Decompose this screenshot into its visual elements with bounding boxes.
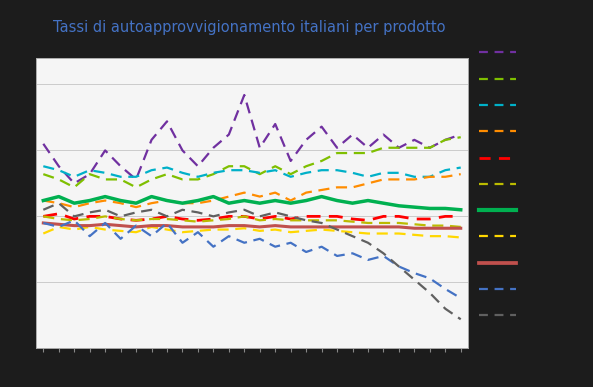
Text: Tassi di autoapprovvigionamento italiani per prodotto: Tassi di autoapprovvigionamento italiani…: [53, 20, 445, 34]
